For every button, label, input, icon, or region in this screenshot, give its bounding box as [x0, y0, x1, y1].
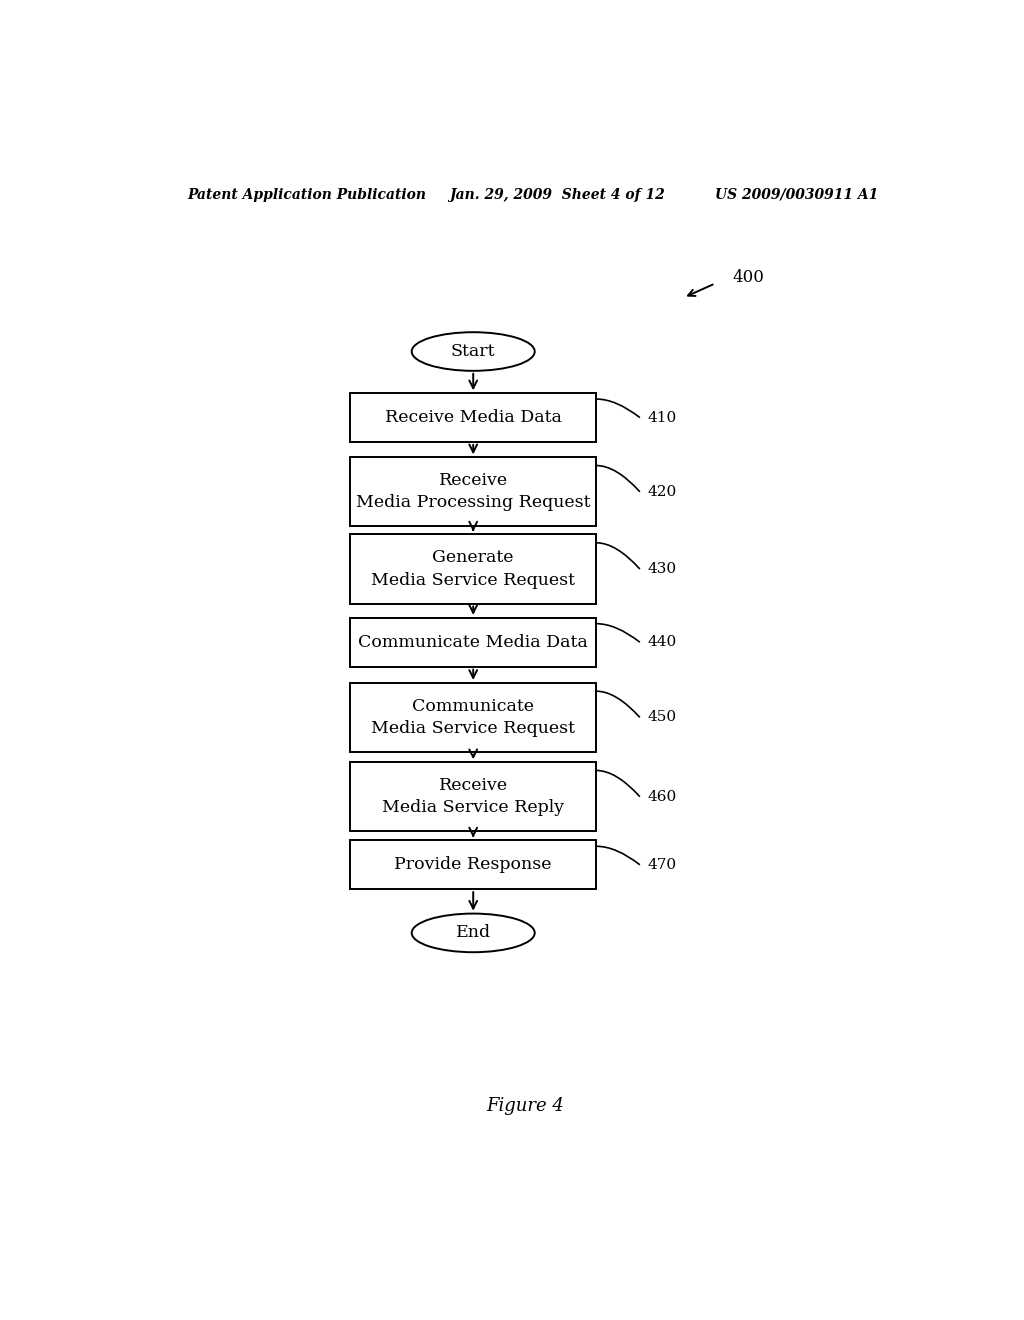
- Text: 470: 470: [648, 858, 677, 871]
- Text: US 2009/0030911 A1: US 2009/0030911 A1: [715, 187, 879, 202]
- Bar: [350, 535, 596, 603]
- Text: 430: 430: [648, 562, 677, 576]
- Text: 420: 420: [648, 484, 677, 499]
- Text: Communicate
Media Service Request: Communicate Media Service Request: [372, 698, 575, 737]
- Bar: [350, 457, 596, 527]
- Text: 460: 460: [648, 789, 677, 804]
- Text: Generate
Media Service Request: Generate Media Service Request: [372, 549, 575, 589]
- Text: Figure 4: Figure 4: [485, 1097, 564, 1114]
- Text: Receive
Media Service Reply: Receive Media Service Reply: [382, 777, 564, 816]
- Bar: [350, 762, 596, 832]
- Bar: [350, 393, 596, 442]
- Text: Provide Response: Provide Response: [394, 857, 552, 874]
- Text: Jan. 29, 2009  Sheet 4 of 12: Jan. 29, 2009 Sheet 4 of 12: [450, 187, 666, 202]
- Text: 440: 440: [648, 635, 677, 649]
- Text: 410: 410: [648, 411, 677, 425]
- Text: Patent Application Publication: Patent Application Publication: [187, 187, 427, 202]
- Text: Start: Start: [451, 343, 496, 360]
- Text: Communicate Media Data: Communicate Media Data: [358, 634, 588, 651]
- Bar: [350, 618, 596, 667]
- Text: Receive Media Data: Receive Media Data: [385, 409, 561, 426]
- Text: Receive
Media Processing Request: Receive Media Processing Request: [356, 473, 591, 511]
- Text: 400: 400: [733, 269, 765, 286]
- Bar: [350, 841, 596, 890]
- Text: End: End: [456, 924, 490, 941]
- Text: 450: 450: [648, 710, 677, 725]
- Bar: [350, 682, 596, 752]
